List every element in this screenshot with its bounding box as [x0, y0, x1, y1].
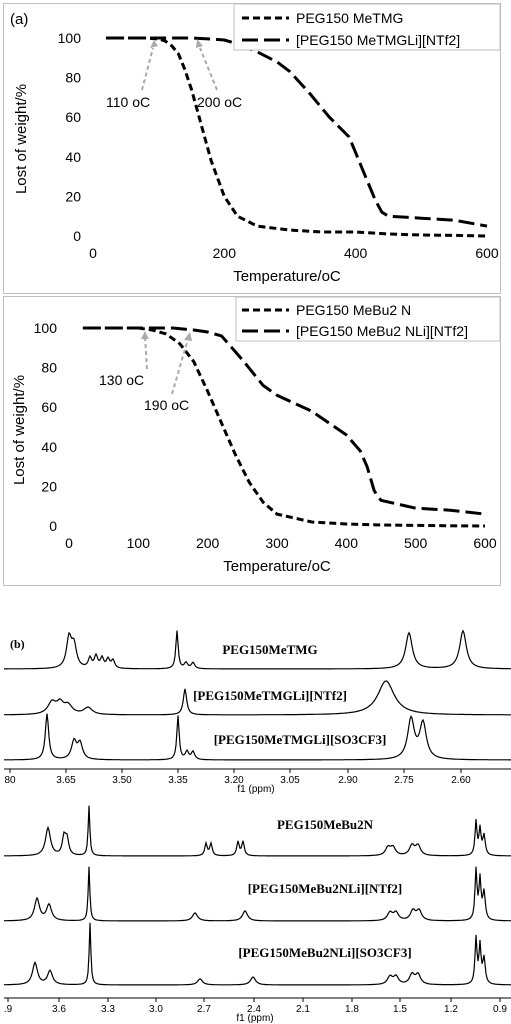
chart-1-ytick-label: 0	[73, 228, 81, 244]
chart-1-ylabel: Lost of weight/%	[13, 84, 30, 194]
chart-2-xtick-label: 100	[127, 535, 151, 551]
nmr-label-1: PEG150MeTMG	[222, 642, 317, 657]
nmr-bottom-ticks: .9 3.6 3.3 3.0 2.7 2.4 2.1 1.8 1.5 1.2 0.9	[4, 998, 507, 1015]
chart-1-ytick-label: 60	[65, 109, 81, 125]
annotation-arrow-2	[199, 47, 218, 91]
nmr-bottom-tick-label: 3.6	[52, 1004, 66, 1015]
chart-2-ytick-label: 100	[34, 320, 58, 336]
nmr-bottom-tick-label: .9	[4, 1004, 13, 1015]
nmr-top-tick-label: 3.20	[224, 775, 244, 786]
nmr-trace-5	[4, 866, 511, 922]
legend-2-label-2: [PEG150 MeBu2 NLi][NTf2]	[296, 323, 468, 339]
chart-2-xtick-label: 500	[404, 535, 428, 551]
tga-chart-panel-1: (a) 0 20 40 60 80 100 0 200 400 600 PEG150 MeTMG …	[3, 3, 501, 294]
nmr-label-6: [PEG150MeBu2NLi][SO3CF3]	[238, 945, 411, 960]
annotation-arrowhead-1	[150, 40, 158, 48]
chart-1-ytick-label: 100	[58, 30, 82, 46]
chart-2-ytick-label: 0	[49, 518, 57, 534]
nmr-bottom-xlabel: f1 (ppm)	[236, 1013, 273, 1024]
chart-2-ytick-label: 80	[41, 360, 57, 376]
annotation-arrow-1	[141, 47, 154, 91]
chart-2-series-1-line	[82, 326, 486, 528]
annotation-arrowhead-2	[196, 39, 203, 48]
chart-2-xtick-label: 600	[473, 535, 497, 551]
nmr-top-tick-label: 2.90	[338, 775, 358, 786]
nmr-top-tick-label: 3.35	[168, 775, 188, 786]
nmr-traces	[4, 629, 511, 986]
nmr-bottom-tick-label: 3.3	[101, 1004, 115, 1015]
nmr-figure: (b) PEG150MeTMG [PEG150MeTMGLi][NTf2] [P…	[0, 628, 511, 1024]
chart-2-ytick-label: 40	[41, 439, 57, 455]
nmr-bottom-tick-label: 2.4	[247, 1004, 261, 1015]
nmr-top-xlabel: f1 (ppm)	[237, 784, 274, 795]
nmr-trace-2	[4, 680, 511, 716]
chart-2-series	[82, 326, 486, 528]
nmr-top-tick-label: 3.05	[280, 775, 300, 786]
annotation-arrow-4	[171, 338, 189, 395]
chart-2-ytick-label: 20	[41, 478, 57, 494]
legend-1-label-1: PEG150 MeTMG	[296, 10, 403, 26]
nmr-bottom-tick-label: 2.1	[296, 1004, 310, 1015]
nmr-bottom-tick-label: 0.9	[493, 1004, 507, 1015]
chart-1-series-2-line	[106, 36, 488, 228]
legend-1-label-2: [PEG150 MeTMGLi][NTf2]	[296, 32, 460, 48]
nmr-top-tick-label: 2.60	[451, 775, 471, 786]
chart-2-xlabel: Temperature/oC	[223, 558, 331, 575]
annotation-arrowhead-4	[184, 332, 192, 341]
nmr-bottom-tick-label: 1.5	[393, 1004, 407, 1015]
nmr-trace-1	[4, 629, 511, 670]
chart-1-xtick-label: 0	[89, 245, 97, 261]
nmr-label-2: [PEG150MeTMGLi][NTf2]	[193, 688, 347, 703]
nmr-label-3: [PEG150MeTMGLi][SO3CF3]	[214, 732, 387, 747]
annotation-190C: 190 oC	[144, 397, 189, 413]
chart-1-series-1-line	[106, 36, 488, 238]
chart-2-axes: 0 20 40 60 80 100 0 100 200 300 400 500 600	[34, 320, 497, 551]
chart-1-legend	[233, 4, 500, 51]
nmr-trace-4	[4, 805, 511, 857]
nmr-top-tick-label: 3.65	[56, 775, 76, 786]
panel-label-a: (a)	[10, 11, 28, 28]
chart-2-ytick-label: 60	[41, 399, 57, 415]
chart-1-xtick-label: 200	[213, 245, 237, 261]
tga-chart-panel-2: 0 20 40 60 80 100 0 100 200 300 400 500 600 PEG150 M…	[3, 296, 501, 586]
nmr-trace-3	[4, 713, 511, 761]
annotation-arrow-3	[144, 336, 148, 370]
chart-1-ytick-label: 80	[65, 70, 81, 86]
chart-2-legend	[235, 297, 500, 342]
nmr-bottom-tick-label: 3.0	[149, 1004, 163, 1015]
legend-2-label-1: PEG150 MeBu2 N	[296, 302, 411, 318]
chart-1-ytick-label: 40	[65, 149, 81, 165]
nmr-label-4: PEG150MeBu2N	[277, 817, 374, 832]
nmr-top-tick-label: 2.75	[394, 775, 414, 786]
nmr-bottom-tick-label: 2.7	[197, 1004, 211, 1015]
chart-2-xtick-label: 0	[65, 535, 73, 551]
nmr-trace-6	[4, 922, 511, 986]
chart-1-axes: 0 20 40 60 80 100 0 200 400 600	[58, 30, 499, 261]
chart-2-ylabel: Lost of weight/%	[11, 375, 28, 485]
nmr-bottom-tick-label: 1.2	[444, 1004, 458, 1015]
chart-1-xlabel: Temperature/oC	[233, 268, 341, 285]
chart-2-xtick-label: 300	[265, 535, 289, 551]
chart-2-xtick-label: 400	[335, 535, 359, 551]
tga-chart-2: 0 20 40 60 80 100 0 100 200 300 400 500 600 PEG150 M…	[11, 297, 500, 575]
nmr-top-tick-label: 80	[4, 775, 16, 786]
nmr-spectra: (b) PEG150MeTMG [PEG150MeTMGLi][NTf2] [P…	[4, 629, 511, 1024]
chart-2-series-2-line	[82, 326, 486, 516]
nmr-label-5: [PEG150MeBu2NLi][NTf2]	[248, 881, 403, 896]
chart-1-ytick-label: 20	[65, 188, 81, 204]
nmr-bottom-tick-label: 1.8	[345, 1004, 359, 1015]
nmr-top-tick-label: 3.50	[112, 775, 132, 786]
nmr-top-ticks: 80 3.65 3.50 3.35 3.20 3.05 2.90 2.75 2.60	[4, 769, 471, 786]
annotation-arrowhead-3	[141, 331, 149, 339]
chart-2-xtick-label: 200	[196, 535, 220, 551]
chart-1-series	[106, 36, 488, 238]
annotation-110C: 110 oC	[106, 94, 150, 110]
annotation-130C: 130 oC	[99, 372, 144, 388]
annotation-200C: 200 oC	[197, 94, 242, 110]
chart-1-xtick-label: 600	[475, 245, 499, 261]
chart-1-xtick-label: 400	[344, 245, 368, 261]
panel-label-b: (b)	[10, 637, 25, 651]
